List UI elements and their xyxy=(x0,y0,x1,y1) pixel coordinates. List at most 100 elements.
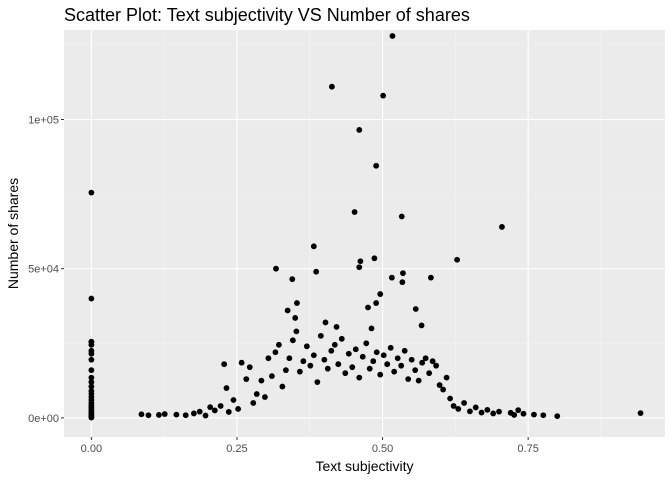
data-point xyxy=(461,400,467,406)
data-point xyxy=(405,376,412,383)
data-point xyxy=(88,383,95,390)
data-point xyxy=(408,356,415,363)
data-point xyxy=(365,304,371,311)
data-point xyxy=(419,359,426,366)
data-point xyxy=(540,412,547,419)
data-point xyxy=(357,258,364,265)
data-point xyxy=(243,376,250,383)
data-point xyxy=(499,224,505,230)
data-point xyxy=(484,406,491,413)
data-point xyxy=(88,295,95,302)
data-point xyxy=(443,374,450,381)
data-point xyxy=(359,353,366,360)
data-point xyxy=(490,410,497,417)
data-point xyxy=(373,162,380,169)
data-point xyxy=(88,338,95,345)
data-point xyxy=(447,395,454,402)
data-point xyxy=(427,274,434,281)
data-point xyxy=(88,350,95,357)
data-point xyxy=(400,270,406,277)
data-point xyxy=(182,412,189,419)
data-point xyxy=(380,92,387,99)
data-point xyxy=(235,406,242,412)
data-point xyxy=(380,352,387,359)
data-point xyxy=(314,379,321,385)
data-point xyxy=(300,358,307,365)
data-point xyxy=(455,406,462,412)
data-points xyxy=(88,33,644,421)
data-point xyxy=(478,409,485,416)
data-point xyxy=(279,383,286,390)
data-point xyxy=(335,361,342,368)
data-point xyxy=(373,300,380,306)
data-point xyxy=(317,332,324,339)
chart-title: Scatter Plot: Text subjectivity VS Numbe… xyxy=(64,5,470,25)
data-point xyxy=(293,328,300,335)
data-point xyxy=(88,379,95,385)
data-point xyxy=(265,355,272,362)
data-point xyxy=(389,33,396,39)
x-axis-title: Text subjectivity xyxy=(315,458,413,474)
data-point xyxy=(207,404,214,411)
data-point xyxy=(412,306,419,312)
data-point xyxy=(440,386,447,393)
data-point xyxy=(426,370,433,377)
data-point xyxy=(221,361,228,368)
x-axis-ticks: 0.00 0.25 0.50 0.75 xyxy=(81,437,539,455)
data-point xyxy=(331,341,338,348)
data-point xyxy=(262,394,268,400)
data-point xyxy=(88,356,95,363)
data-point xyxy=(190,410,197,417)
data-point xyxy=(472,404,479,411)
data-point xyxy=(554,413,561,420)
data-point xyxy=(398,362,405,369)
data-point xyxy=(373,349,380,356)
data-point xyxy=(328,83,335,90)
data-point xyxy=(515,407,522,414)
data-point xyxy=(368,325,375,332)
data-point xyxy=(398,213,405,220)
y-tick-label: 1e+05 xyxy=(28,115,59,127)
data-point xyxy=(250,400,257,406)
data-point xyxy=(496,408,502,415)
data-point xyxy=(429,358,436,365)
data-point xyxy=(156,412,162,418)
data-point xyxy=(388,274,395,281)
data-point xyxy=(284,307,291,314)
data-point xyxy=(258,377,265,384)
data-point xyxy=(88,189,95,196)
data-point xyxy=(202,412,209,419)
data-point xyxy=(352,346,359,353)
data-point xyxy=(321,356,328,363)
data-point xyxy=(225,409,232,415)
data-point xyxy=(531,411,537,418)
y-tick-label: 5e+04 xyxy=(28,264,59,276)
data-point xyxy=(211,407,218,414)
data-point xyxy=(377,371,384,378)
data-point xyxy=(196,408,203,415)
data-point xyxy=(324,365,331,372)
data-point xyxy=(511,412,518,418)
data-point xyxy=(363,340,370,347)
data-point xyxy=(394,355,401,362)
data-point xyxy=(253,391,260,397)
x-tick-label: 0.25 xyxy=(226,443,247,455)
data-point xyxy=(371,255,378,262)
data-point xyxy=(88,374,95,381)
data-point xyxy=(328,347,335,354)
x-tick-label: 0.50 xyxy=(372,443,393,455)
data-point xyxy=(370,358,377,365)
data-point xyxy=(272,349,279,356)
data-point xyxy=(294,300,300,306)
data-point xyxy=(436,382,443,388)
data-point xyxy=(422,355,429,362)
data-point xyxy=(387,344,394,351)
data-point xyxy=(310,243,317,250)
plot-panel xyxy=(64,30,665,437)
data-point xyxy=(637,410,644,417)
data-point xyxy=(282,367,289,374)
data-point xyxy=(310,352,317,359)
data-point xyxy=(88,367,95,374)
data-point xyxy=(273,265,279,272)
data-point xyxy=(433,362,440,369)
